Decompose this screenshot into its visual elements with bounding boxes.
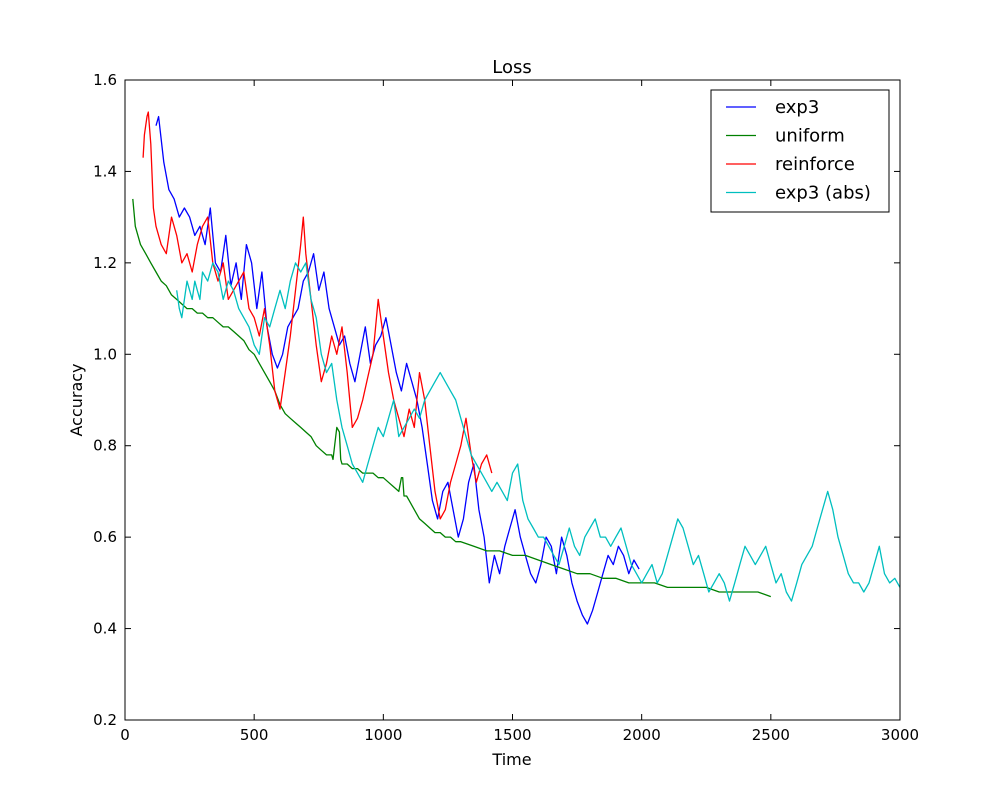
x-axis-title: Time (491, 750, 531, 769)
legend-box (710, 89, 890, 213)
legend: exp3 uniform reinforce exp3 (abs) (710, 89, 890, 213)
series-line-2 (142, 111, 493, 520)
x-tick-label: 0 (120, 726, 130, 744)
y-tick-label: 0.8 (93, 437, 117, 455)
plot-lines (132, 111, 901, 625)
y-tick-label: 1.4 (93, 162, 117, 180)
y-axis-title: Accuracy (67, 363, 86, 436)
x-tick-label: 500 (240, 726, 269, 744)
x-axis: 0 500 1000 1500 2000 2500 3000 (120, 80, 919, 744)
series-line-0 (155, 115, 640, 625)
legend-label-3: exp3 (abs) (775, 183, 871, 204)
legend-label-1: uniform (775, 126, 845, 147)
y-tick-label: 1.2 (93, 254, 117, 272)
series-line-1 (132, 198, 772, 598)
legend-label-0: exp3 (775, 97, 819, 118)
y-tick-label: 0.6 (93, 528, 117, 546)
x-tick-label: 1000 (364, 726, 402, 744)
chart-title: Loss (492, 57, 531, 78)
x-tick-label: 2000 (623, 726, 661, 744)
legend-label-2: reinforce (775, 154, 855, 175)
y-tick-label: 0.2 (93, 711, 117, 729)
series-line-3 (176, 262, 901, 602)
x-tick-label: 2500 (752, 726, 790, 744)
x-tick-label: 3000 (881, 726, 919, 744)
x-tick-label: 1500 (493, 726, 531, 744)
y-tick-label: 1.0 (93, 345, 117, 363)
y-tick-label: 1.6 (93, 71, 117, 89)
y-tick-label: 0.4 (93, 620, 117, 638)
y-axis: 0.2 0.4 0.6 0.8 1.0 1.2 1.4 1.6 (93, 71, 900, 729)
